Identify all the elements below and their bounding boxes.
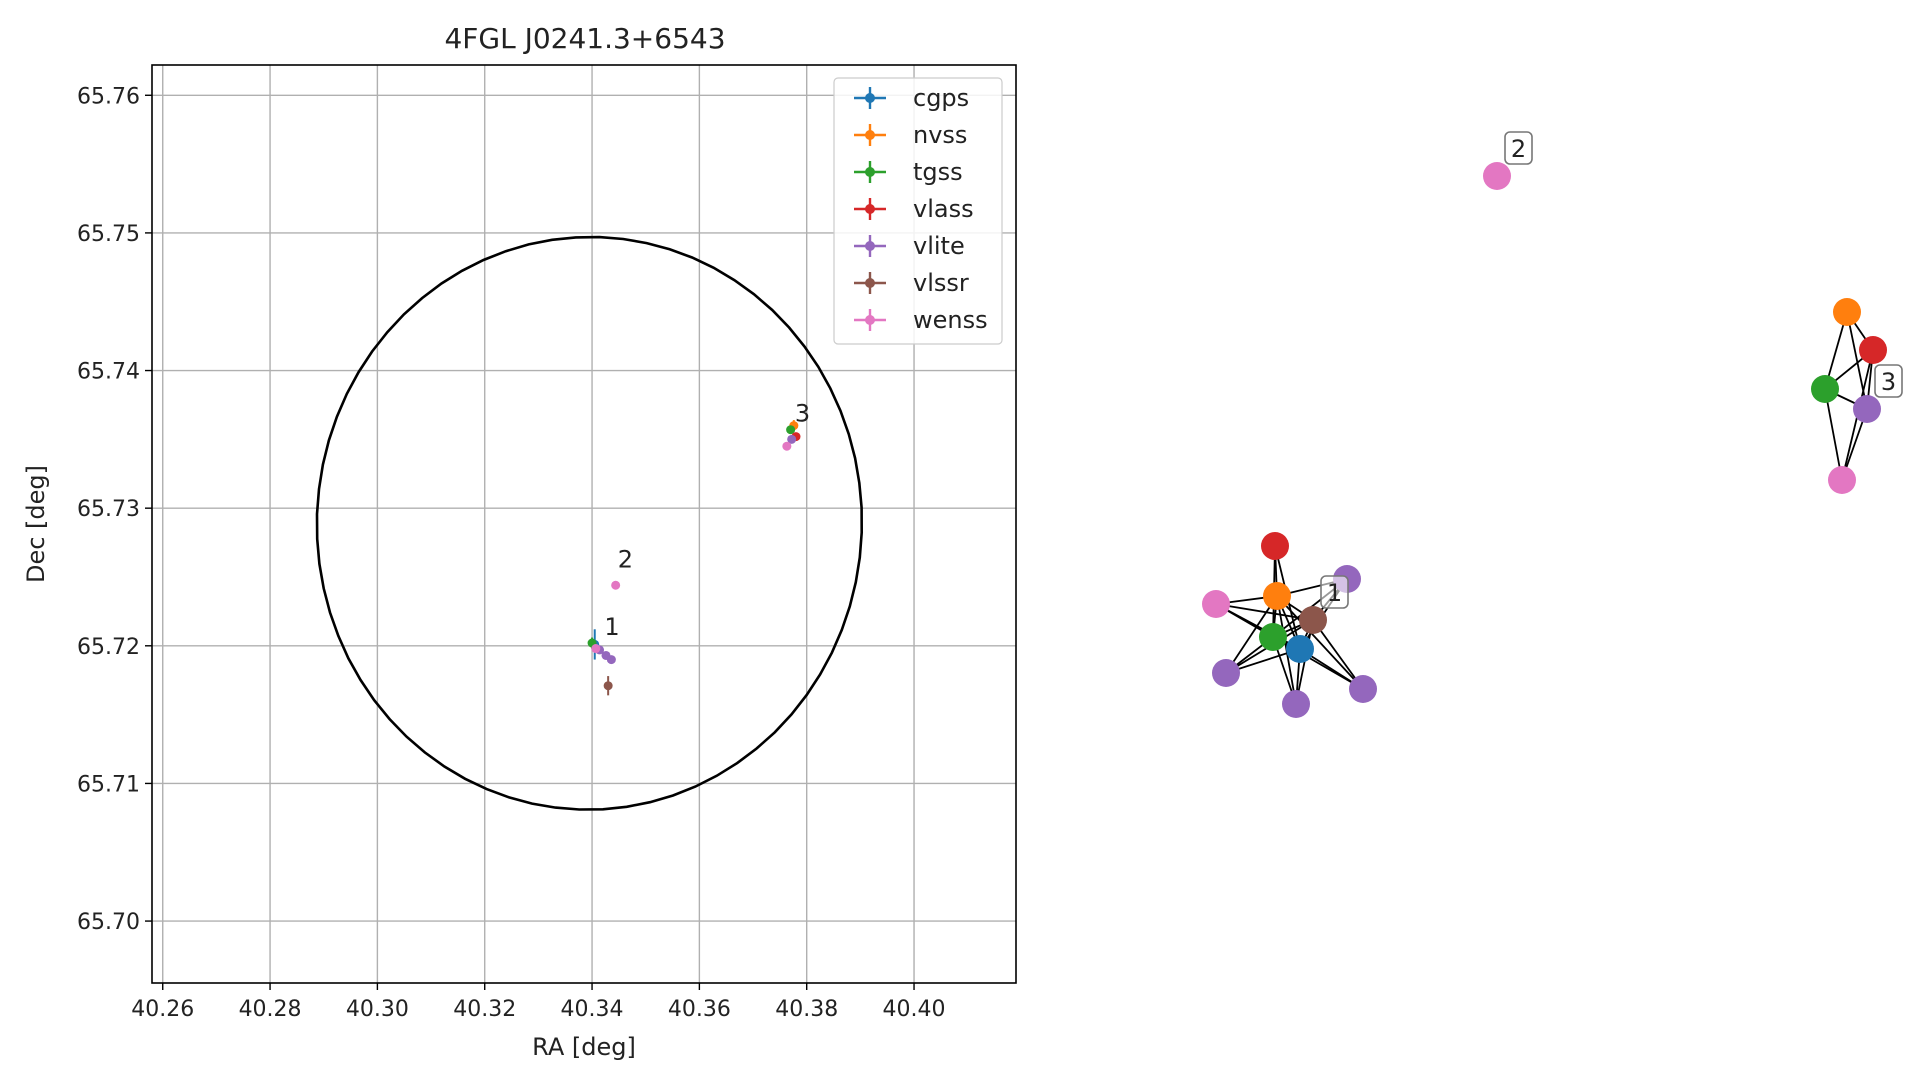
legend-marker-dot xyxy=(865,241,875,251)
x-tick-label: 40.36 xyxy=(668,997,731,1022)
marker xyxy=(603,681,613,691)
network-graph: 2 3 1 xyxy=(1202,131,1903,718)
legend-marker-dot xyxy=(865,315,875,325)
network-edge xyxy=(1824,388,1843,481)
network-node-label: 1 xyxy=(1320,575,1349,609)
network-node-vlssr xyxy=(1299,606,1327,634)
legend-entry-tgss: tgss xyxy=(854,158,963,186)
chart-title: 4FGL J0241.3+6543 xyxy=(444,22,725,55)
y-tick-label: 65.76 xyxy=(77,84,140,109)
network-node-vlite xyxy=(1349,675,1377,703)
network-node-vlite xyxy=(1212,659,1240,687)
marker xyxy=(591,644,601,654)
legend-marker-dot xyxy=(865,130,875,140)
network-node-cgps xyxy=(1286,635,1314,663)
legend-marker-dot xyxy=(865,204,875,214)
x-tick-label: 40.28 xyxy=(239,997,302,1022)
network-node-vlass xyxy=(1261,532,1289,560)
legend-label: cgps xyxy=(913,84,969,112)
data-point-wenss xyxy=(782,441,792,451)
annotations: 1 2 3 xyxy=(604,399,810,640)
y-axis-label: Dec [deg] xyxy=(22,465,50,583)
data-point-vlite xyxy=(787,434,797,444)
network-node-vlite xyxy=(1282,690,1310,718)
network-node-wenss xyxy=(1202,590,1230,618)
network-edge xyxy=(1276,595,1364,690)
marker xyxy=(611,580,621,590)
network-node-wenss xyxy=(1483,162,1511,190)
network-node-tgss xyxy=(1811,375,1839,403)
axis-ticks: 40.26 40.28 40.30 40.32 40.34 40.36 40.38 40.40… xyxy=(77,84,946,1022)
network-node-nvss xyxy=(1833,298,1861,326)
y-tick-label: 65.72 xyxy=(77,635,140,660)
legend-box xyxy=(833,77,1003,345)
x-tick-label: 40.26 xyxy=(131,997,194,1022)
label-text: 3 xyxy=(1881,368,1896,396)
network-node-vlite xyxy=(1853,395,1881,423)
legend-label: wenss xyxy=(913,306,988,334)
x-axis-label: RA [deg] xyxy=(532,1033,636,1061)
legend-entry-vlass: vlass xyxy=(854,195,974,223)
annotation-label: 2 xyxy=(618,545,633,573)
legend-entry-cgps: cgps xyxy=(854,84,969,112)
legend-label: vlass xyxy=(913,195,974,223)
legend-label: vlite xyxy=(913,232,965,260)
data-point-vlssr xyxy=(603,676,613,696)
data-points xyxy=(587,420,801,696)
x-tick-label: 40.38 xyxy=(775,997,838,1022)
label-box xyxy=(1320,575,1349,609)
marker xyxy=(606,655,616,665)
legend: cgps nvss tgss vlass vlite vlssr wenss xyxy=(833,77,1003,345)
ellipse-outline xyxy=(315,235,864,811)
legend-marker-dot xyxy=(865,93,875,103)
annotation-label: 3 xyxy=(795,399,810,427)
label-box xyxy=(1504,131,1533,165)
legend-entry-vlite: vlite xyxy=(854,232,965,260)
network-nodes xyxy=(1202,162,1887,718)
legend-marker-dot xyxy=(865,167,875,177)
legend-label: nvss xyxy=(913,121,967,149)
annotation-label: 1 xyxy=(604,613,619,641)
network-edges xyxy=(1215,311,1874,705)
network-node-label: 3 xyxy=(1874,364,1903,398)
data-point-vlite xyxy=(606,655,616,665)
legend-entry-wenss: wenss xyxy=(854,306,988,334)
x-tick-label: 40.40 xyxy=(883,997,946,1022)
y-tick-label: 65.70 xyxy=(77,910,140,935)
plot-frame xyxy=(151,64,1017,984)
legend-entry-nvss: nvss xyxy=(854,121,967,149)
legend-marker-dot xyxy=(865,278,875,288)
network-edge xyxy=(1312,619,1364,690)
marker xyxy=(787,434,797,444)
data-point-wenss xyxy=(591,644,601,654)
network-node-tgss xyxy=(1259,623,1287,651)
legend-label: vlssr xyxy=(913,269,969,297)
x-tick-label: 40.32 xyxy=(453,997,516,1022)
localization-ellipse xyxy=(315,235,864,811)
data-point-tgss xyxy=(786,425,796,435)
network-node-nvss xyxy=(1263,582,1291,610)
data-point-wenss xyxy=(611,580,621,590)
network-labels: 2 3 1 xyxy=(1320,131,1903,609)
network-node-wenss xyxy=(1828,466,1856,494)
x-tick-label: 40.34 xyxy=(561,997,624,1022)
x-tick-label: 40.30 xyxy=(346,997,409,1022)
y-tick-label: 65.74 xyxy=(77,360,140,385)
marker xyxy=(786,425,796,435)
network-node-vlass xyxy=(1859,336,1887,364)
y-tick-label: 65.75 xyxy=(77,222,140,247)
network-edge xyxy=(1225,595,1278,674)
label-text: 1 xyxy=(1327,579,1342,607)
y-tick-label: 65.71 xyxy=(77,772,140,797)
label-box xyxy=(1874,364,1903,398)
legend-label: tgss xyxy=(913,158,963,186)
network-node-label: 2 xyxy=(1504,131,1533,165)
label-text: 2 xyxy=(1511,135,1526,163)
legend-entry-vlssr: vlssr xyxy=(854,269,969,297)
marker xyxy=(782,441,792,451)
y-tick-label: 65.73 xyxy=(77,497,140,522)
